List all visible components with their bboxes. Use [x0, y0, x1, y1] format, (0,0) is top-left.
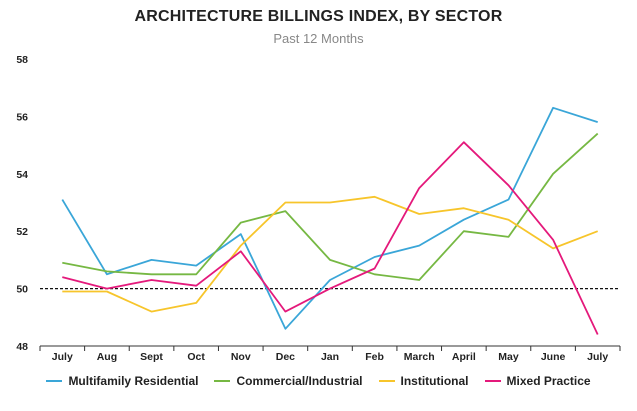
legend-item: Mixed Practice: [484, 374, 591, 388]
y-tick-label: 48: [16, 341, 28, 353]
legend-item: Multifamily Residential: [46, 374, 198, 388]
x-tick-label: Feb: [365, 351, 384, 363]
y-tick-label: 58: [16, 54, 28, 66]
x-tick-label: Sept: [140, 351, 163, 363]
y-tick-label: 54: [16, 169, 28, 181]
x-tick-label: July: [587, 351, 608, 363]
legend-label: Institutional: [400, 374, 469, 388]
chart-subtitle: Past 12 Months: [273, 31, 364, 46]
x-tick-label: July: [52, 351, 73, 363]
legend-label: Commercial/Industrial: [236, 374, 363, 388]
x-tick-label: Jan: [321, 351, 339, 363]
series-line-institutional: [62, 195, 599, 313]
x-tick-label: Oct: [187, 351, 205, 363]
chart-title: ARCHITECTURE BILLINGS INDEX, BY SECTOR: [134, 8, 503, 25]
y-tick-label: 50: [16, 284, 28, 296]
y-tick-label: 52: [16, 226, 28, 238]
series-line-multifamily-residential: [61, 106, 598, 330]
x-tick-label: June: [541, 351, 566, 363]
x-tick-label: Dec: [276, 351, 295, 363]
x-tick-label: Nov: [231, 351, 251, 363]
legend-label: Multifamily Residential: [68, 374, 199, 388]
series-line-mixed-practice: [62, 141, 599, 335]
legend-swatch: [46, 380, 63, 382]
series-line-commercial-industrial: [62, 132, 599, 281]
legend-label: Mixed Practice: [506, 374, 591, 388]
x-tick-label: March: [404, 351, 435, 363]
legend-swatch: [214, 380, 231, 382]
legend: Multifamily Residential Commercial/Indust…: [0, 374, 637, 388]
legend-swatch: [378, 380, 395, 382]
x-tick-label: April: [452, 351, 476, 363]
y-tick-label: 56: [16, 111, 28, 123]
legend-item: Institutional: [378, 374, 469, 388]
x-tick-label: May: [498, 351, 519, 363]
x-tick-label: Aug: [97, 351, 117, 363]
legend-swatch: [484, 380, 501, 382]
legend-item: Commercial/Industrial: [214, 374, 363, 388]
